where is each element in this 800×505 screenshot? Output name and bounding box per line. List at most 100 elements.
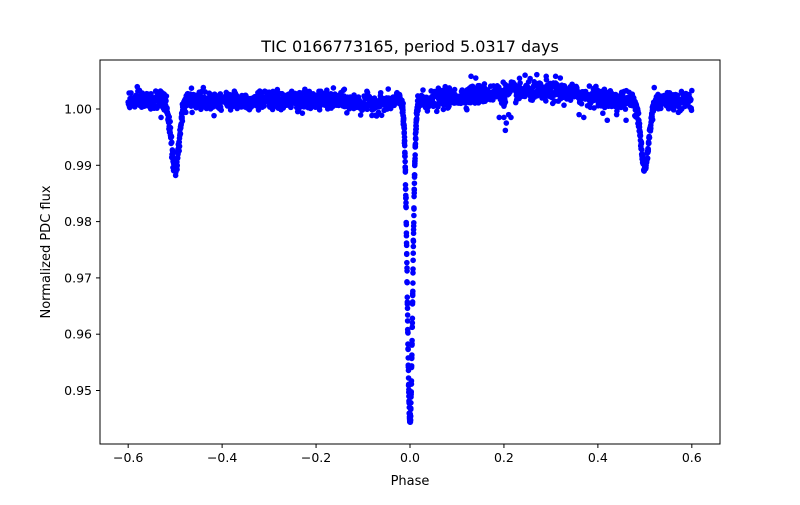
data-point bbox=[407, 413, 414, 420]
data-point bbox=[435, 103, 441, 110]
data-point bbox=[409, 342, 415, 348]
data-point bbox=[404, 294, 411, 301]
data-point bbox=[161, 91, 167, 97]
data-point bbox=[404, 305, 411, 312]
data-point bbox=[404, 259, 410, 266]
data-point bbox=[410, 250, 417, 256]
data-point bbox=[357, 112, 364, 118]
data-point bbox=[167, 124, 174, 131]
data-point bbox=[415, 93, 421, 99]
data-point bbox=[409, 299, 416, 305]
data-point bbox=[472, 75, 479, 81]
data-point bbox=[179, 118, 186, 124]
data-point bbox=[411, 206, 417, 212]
data-point bbox=[613, 111, 620, 118]
data-point bbox=[403, 221, 410, 228]
data-point bbox=[516, 75, 523, 82]
data-point bbox=[403, 232, 410, 239]
data-point bbox=[402, 169, 409, 175]
data-point bbox=[158, 114, 164, 121]
data-point bbox=[651, 84, 658, 91]
y-axis-ticks: 0.95 0.96 0.97 0.98 0.99 1.00 bbox=[64, 101, 100, 398]
data-point bbox=[670, 107, 677, 113]
data-point bbox=[405, 346, 411, 353]
x-tick-label: 0.0 bbox=[400, 450, 420, 465]
data-point bbox=[410, 280, 416, 286]
data-point bbox=[400, 115, 407, 122]
data-point bbox=[502, 127, 509, 134]
data-point bbox=[400, 100, 406, 107]
data-point bbox=[557, 75, 564, 81]
x-tick-label: −0.6 bbox=[113, 450, 143, 465]
data-point bbox=[636, 120, 643, 127]
data-point bbox=[402, 158, 408, 165]
y-tick-label: 0.99 bbox=[64, 158, 92, 173]
data-point bbox=[543, 73, 550, 80]
data-point bbox=[420, 87, 426, 93]
data-point bbox=[405, 329, 411, 335]
data-point bbox=[404, 268, 410, 274]
data-point bbox=[440, 106, 447, 113]
data-point bbox=[408, 388, 415, 395]
data-point bbox=[404, 279, 410, 286]
data-point bbox=[503, 120, 510, 126]
data-point bbox=[411, 193, 417, 200]
data-point bbox=[168, 139, 175, 146]
data-point bbox=[401, 125, 408, 132]
data-point bbox=[378, 112, 385, 119]
data-point bbox=[578, 100, 585, 107]
data-point bbox=[185, 100, 191, 106]
y-tick-label: 1.00 bbox=[64, 101, 92, 116]
data-point bbox=[177, 131, 184, 137]
x-axis-ticks: −0.6 −0.4 −0.2 0.0 0.2 0.4 0.6 bbox=[113, 444, 702, 465]
data-point bbox=[165, 117, 171, 124]
data-point bbox=[403, 199, 409, 206]
data-point bbox=[401, 138, 408, 144]
data-point bbox=[341, 86, 348, 93]
data-point bbox=[412, 141, 419, 147]
data-point bbox=[344, 110, 350, 116]
x-axis-label: Phase bbox=[391, 474, 430, 489]
data-point bbox=[413, 126, 420, 132]
data-point bbox=[688, 107, 695, 114]
data-point bbox=[176, 148, 182, 154]
data-point bbox=[654, 98, 661, 105]
data-point bbox=[409, 320, 416, 326]
data-point bbox=[586, 83, 593, 89]
data-point bbox=[561, 102, 567, 108]
data-point bbox=[622, 106, 629, 112]
data-point bbox=[643, 164, 649, 171]
data-point bbox=[410, 230, 417, 237]
data-point bbox=[446, 103, 452, 109]
y-tick-label: 0.98 bbox=[64, 214, 92, 229]
data-point bbox=[410, 238, 417, 245]
data-point bbox=[464, 106, 470, 113]
x-tick-label: 0.2 bbox=[494, 450, 514, 465]
data-point bbox=[413, 136, 419, 142]
data-point bbox=[638, 140, 645, 147]
data-point bbox=[408, 378, 415, 384]
data-point bbox=[174, 155, 181, 162]
data-point bbox=[567, 97, 574, 103]
data-point bbox=[508, 114, 514, 121]
data-point bbox=[409, 315, 416, 322]
data-point bbox=[403, 195, 409, 202]
data-point bbox=[576, 111, 582, 118]
data-point bbox=[400, 107, 406, 113]
data-point bbox=[527, 75, 533, 82]
data-point bbox=[648, 119, 654, 125]
data-point bbox=[408, 363, 415, 369]
data-point bbox=[411, 212, 417, 219]
data-point bbox=[501, 114, 507, 121]
data-point bbox=[200, 84, 207, 91]
data-point bbox=[163, 98, 169, 104]
data-point bbox=[411, 187, 418, 193]
data-point bbox=[188, 85, 195, 91]
data-point bbox=[410, 266, 416, 272]
data-point bbox=[410, 288, 416, 295]
data-point bbox=[330, 85, 337, 91]
data-point bbox=[552, 73, 559, 80]
data-point bbox=[501, 103, 507, 109]
data-point bbox=[688, 96, 694, 103]
